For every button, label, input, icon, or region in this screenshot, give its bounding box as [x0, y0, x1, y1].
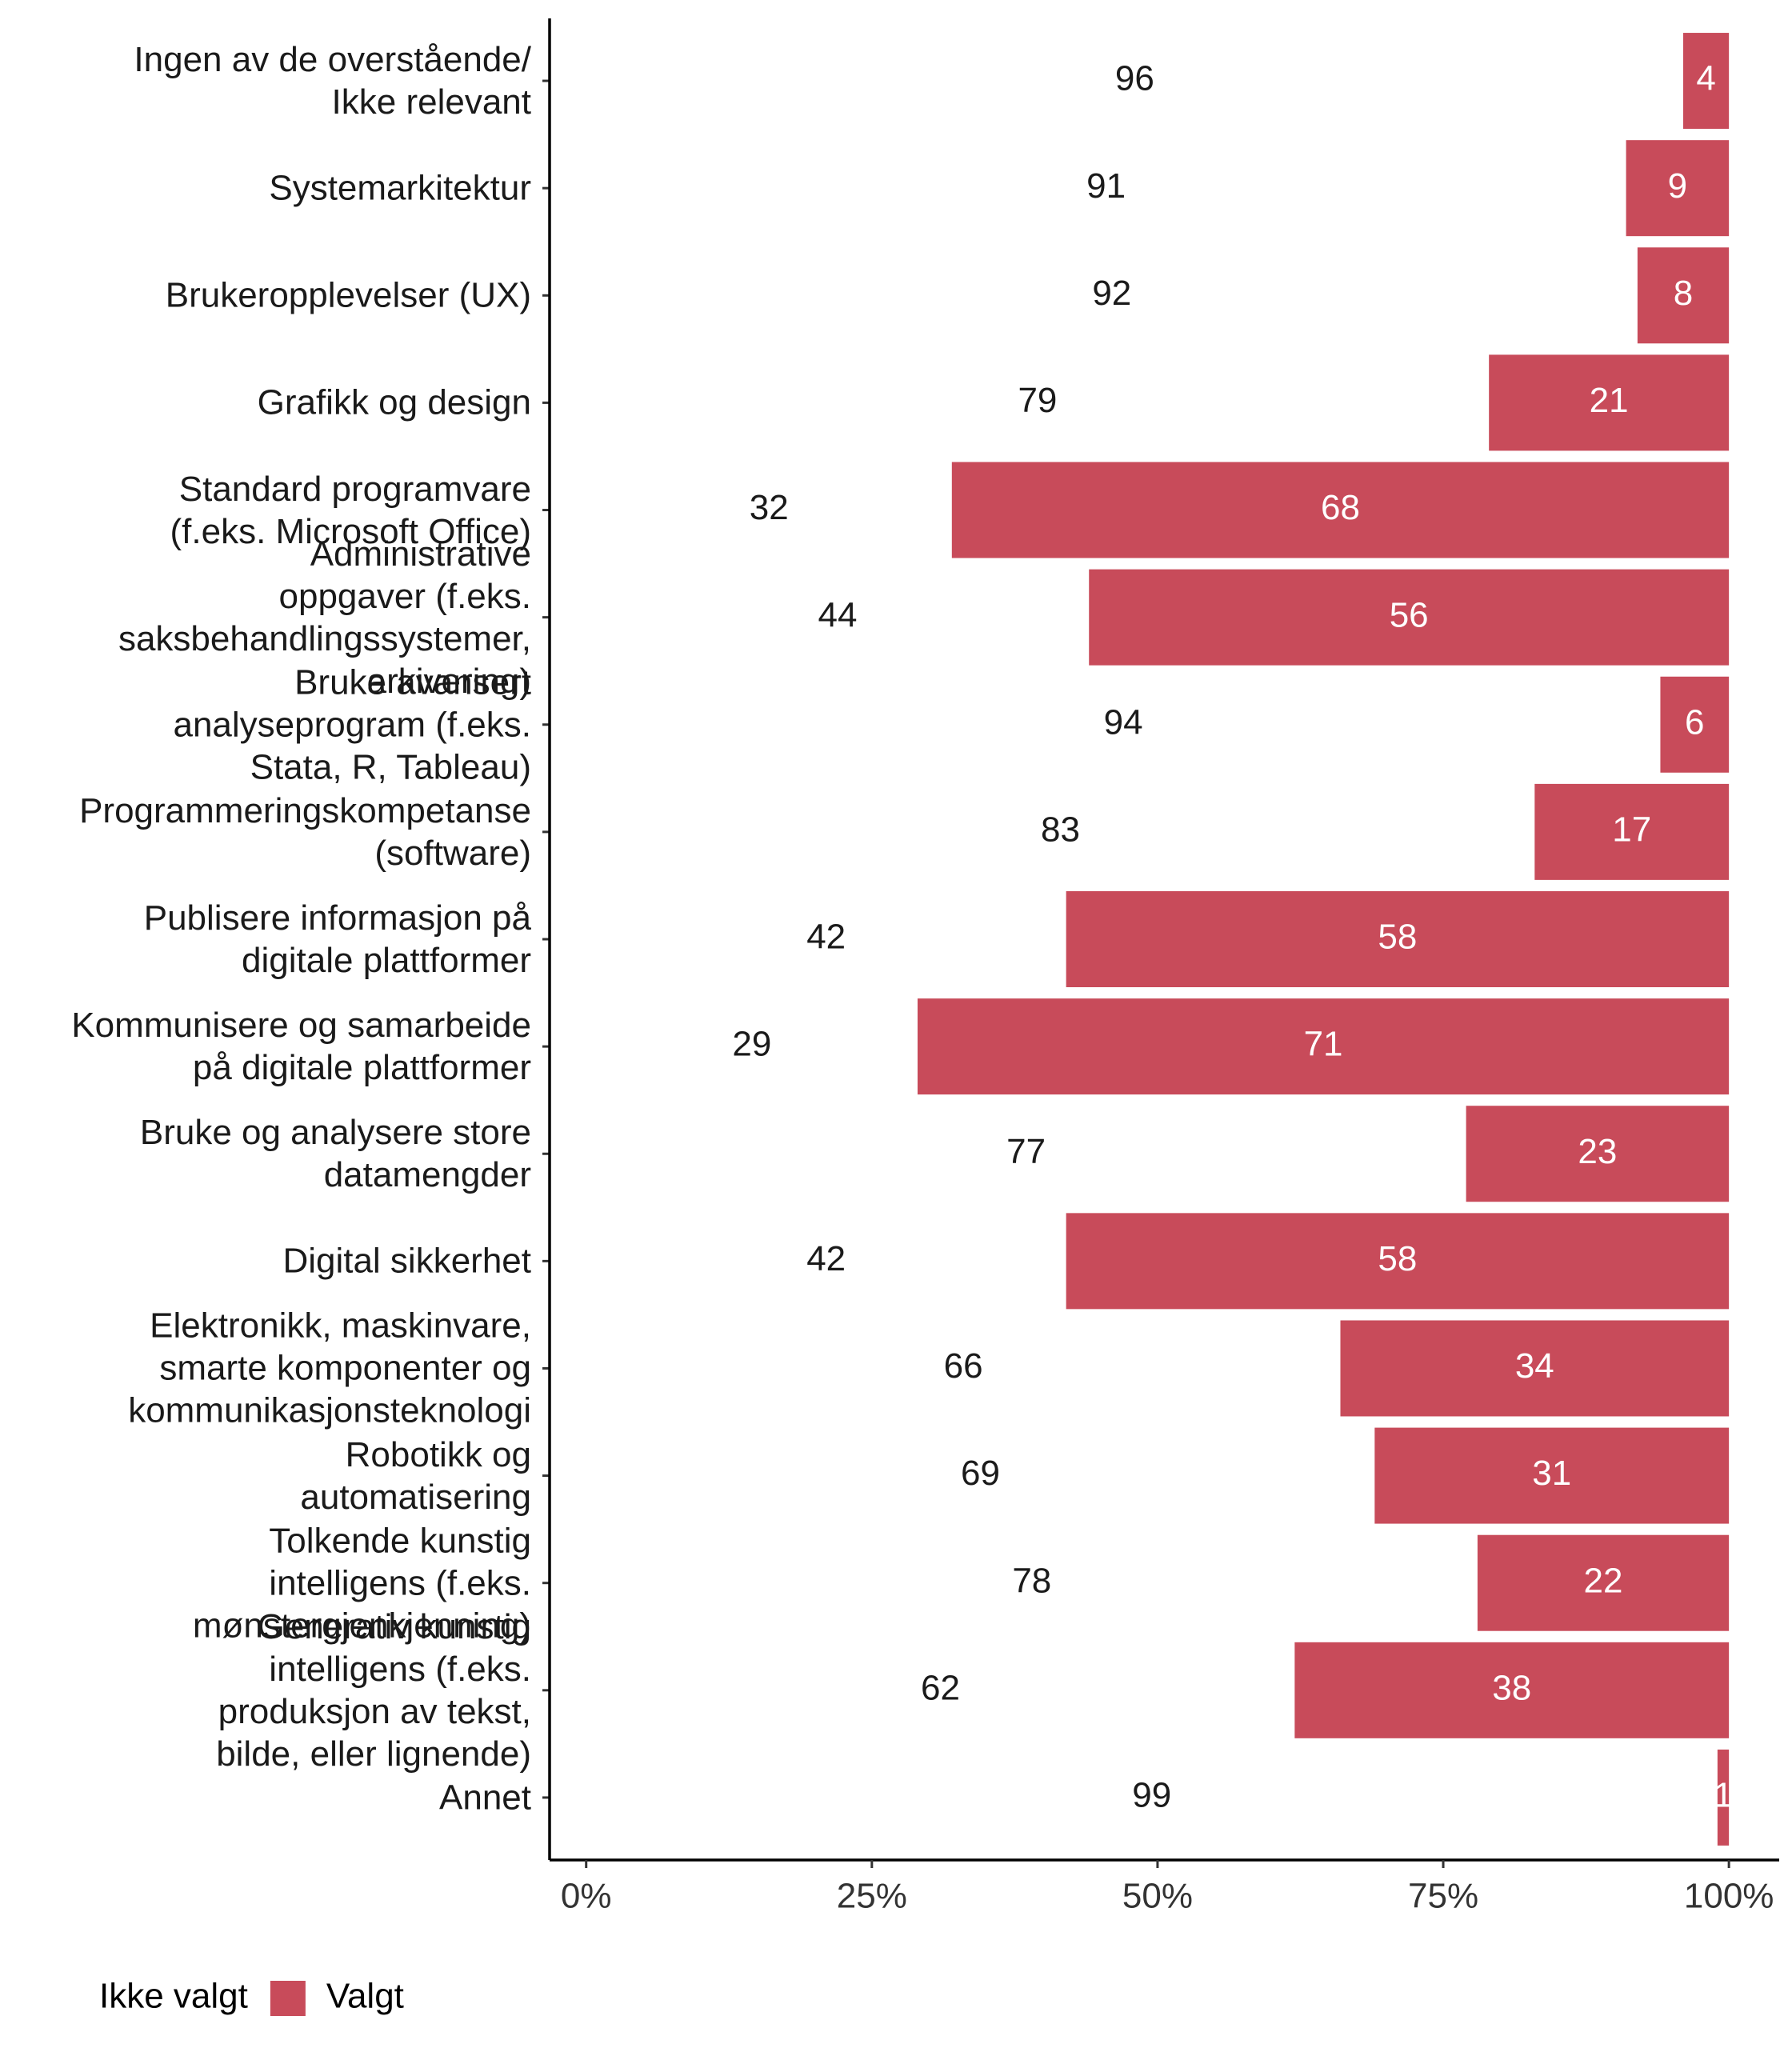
bar	[1340, 1320, 1730, 1417]
value-label: 29	[732, 1025, 771, 1064]
value-label: 79	[1018, 381, 1057, 420]
value-label: 8	[1674, 274, 1693, 313]
value-label: 1	[1714, 1776, 1733, 1815]
value-label: 42	[806, 918, 846, 957]
y-tick-label: Annet	[439, 1778, 531, 1818]
bar	[917, 998, 1730, 1095]
value-label: 69	[961, 1454, 1000, 1493]
value-label: 38	[1492, 1668, 1531, 1707]
y-tick-label: Systemarkitektur	[269, 168, 531, 208]
bar	[586, 33, 1684, 130]
bar	[586, 998, 918, 1095]
y-tick-label: Brukeropplevelser (UX)	[165, 275, 531, 315]
bar	[1660, 676, 1730, 773]
legend-key	[29, 1981, 64, 2016]
y-tick-label: Generativ kunstig intelligens (f.eks. pr…	[216, 1606, 531, 1774]
y-tick-label: Ingen av de overstående/ Ikke relevant	[134, 40, 531, 122]
x-tick-label: 75%	[1408, 1877, 1478, 1916]
bar	[586, 1106, 1466, 1202]
value-label: 9	[1668, 166, 1687, 206]
value-label: 34	[1515, 1346, 1554, 1386]
bar	[1477, 1534, 1730, 1631]
bar	[586, 462, 952, 558]
value-label: 4	[1696, 59, 1715, 98]
value-label: 22	[1584, 1561, 1623, 1600]
y-tick-label: Bruke avansert analyseprogram (f.eks. St…	[173, 662, 531, 787]
bar	[1089, 569, 1730, 666]
value-label: 42	[806, 1239, 846, 1278]
bar	[586, 676, 1661, 773]
value-label: 23	[1578, 1132, 1617, 1171]
value-label: 94	[1104, 702, 1143, 742]
bar	[586, 569, 1090, 666]
value-label: 56	[1390, 595, 1429, 634]
bar	[1717, 1749, 1730, 1846]
y-tick-label: Elektronikk, maskinvare, smarte komponen…	[128, 1306, 531, 1430]
legend-key	[270, 1981, 306, 2016]
value-label: 99	[1132, 1776, 1171, 1815]
y-tick-label: Digital sikkerhet	[282, 1241, 531, 1281]
y-tick-label: Programmeringskompetanse (software)	[79, 790, 531, 873]
y-tick-label: Tolkende kunstig intelligens (f.eks. møn…	[192, 1521, 531, 1646]
bar	[1683, 33, 1730, 130]
value-label: 78	[1012, 1561, 1051, 1600]
bar	[1489, 354, 1730, 451]
y-tick-label: Administrative oppgaver (f.eks. saksbeha…	[118, 534, 531, 701]
value-label: 44	[818, 595, 857, 634]
bar	[951, 462, 1730, 558]
bar	[586, 1427, 1375, 1524]
value-label: 92	[1092, 274, 1131, 313]
bar	[1066, 891, 1730, 987]
value-label: 17	[1612, 810, 1651, 850]
bar	[1374, 1427, 1730, 1524]
legend-label: Ikke valgt	[99, 1977, 248, 2016]
bar	[586, 1749, 1718, 1846]
value-label: 6	[1685, 702, 1704, 742]
x-tick-label: 0%	[561, 1877, 612, 1916]
bar	[586, 891, 1066, 987]
legend-label: Valgt	[326, 1977, 404, 2016]
bar	[586, 354, 1490, 451]
bar	[586, 1213, 1066, 1310]
value-label: 68	[1321, 488, 1360, 527]
value-label: 32	[750, 488, 789, 527]
x-tick-label: 100%	[1684, 1877, 1774, 1916]
bar	[586, 783, 1535, 880]
value-label: 71	[1304, 1025, 1343, 1064]
x-tick-label: 25%	[837, 1877, 907, 1916]
bar	[1294, 1642, 1730, 1738]
x-tick-label: 50%	[1122, 1877, 1193, 1916]
value-label: 58	[1378, 1239, 1417, 1278]
y-tick-label: Kommunisere og samarbeide på digitale pl…	[71, 1006, 531, 1088]
bar	[586, 247, 1638, 344]
y-tick-label: Robotikk og automatisering	[300, 1434, 531, 1517]
value-label: 62	[921, 1668, 960, 1707]
bar	[586, 140, 1626, 237]
value-label: 96	[1115, 59, 1154, 98]
value-label: 83	[1041, 810, 1080, 850]
bar	[586, 1534, 1478, 1631]
value-label: 66	[944, 1346, 983, 1386]
bar	[586, 1642, 1295, 1738]
value-label: 58	[1378, 918, 1417, 957]
y-tick-label: Bruke og analysere store datamengder	[139, 1113, 531, 1195]
value-label: 31	[1532, 1454, 1571, 1493]
bar	[1626, 140, 1730, 237]
bar	[586, 1320, 1341, 1417]
y-tick-label: Publisere informasjon på digitale plattf…	[143, 898, 531, 980]
y-tick-label: Grafikk og design	[257, 382, 531, 422]
bar	[1066, 1213, 1730, 1310]
bar	[1637, 247, 1730, 344]
value-label: 21	[1590, 381, 1629, 420]
value-label: 91	[1086, 166, 1126, 206]
value-label: 77	[1006, 1132, 1046, 1171]
bar	[1466, 1106, 1730, 1202]
y-tick-label: Standard programvare (f.eks. Microsoft O…	[170, 469, 532, 551]
bar	[1534, 783, 1730, 880]
